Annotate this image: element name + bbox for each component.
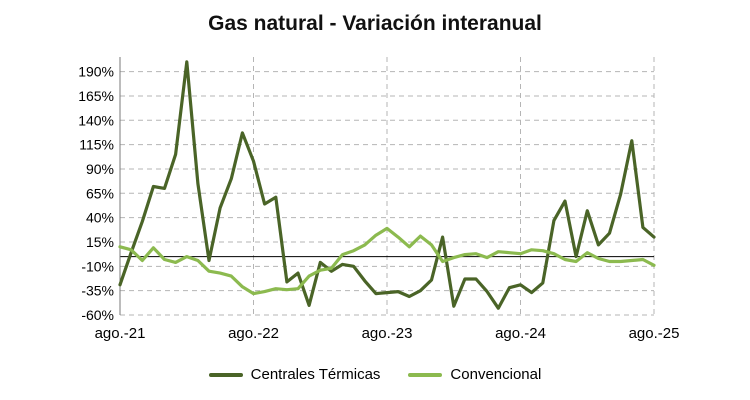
legend-swatch-convencional: [408, 372, 443, 377]
legend-swatch-centrales: [208, 372, 243, 377]
y-tick-label: -60%: [81, 307, 114, 323]
series-line-convencional: [118, 226, 656, 296]
y-tick-label: 165%: [78, 88, 114, 104]
y-tick-label: 40%: [86, 210, 114, 226]
legend: Centrales Térmicas Convencional: [0, 366, 750, 383]
tick-labels: 190% 165% 140% 115% 90% 65% 40% 15% -10% -35% -60%…: [78, 64, 679, 342]
series-lines: [118, 60, 656, 310]
y-tick-label: 90%: [86, 161, 114, 177]
legend-label-centrales: Centrales Térmicas: [250, 366, 381, 383]
legend-item-convencional[interactable]: Convencional: [408, 366, 541, 383]
x-tick-label: ago.-22: [228, 325, 279, 342]
y-tick-label: 15%: [86, 234, 114, 250]
x-tick-label: ago.-24: [495, 325, 546, 342]
legend-item-centrales[interactable]: Centrales Térmicas: [208, 366, 381, 383]
series-line-centrales: [118, 60, 656, 310]
gridlines: [119, 57, 655, 316]
y-tick-label: -35%: [81, 283, 114, 299]
y-tick-label: 115%: [79, 137, 114, 153]
y-tick-label: 190%: [78, 64, 114, 80]
y-tick-label: -10%: [81, 258, 114, 274]
legend-label-convencional: Convencional: [450, 366, 542, 383]
chart-title: Gas natural - Variación interanual: [208, 12, 542, 35]
y-tick-label: 65%: [86, 185, 114, 201]
x-tick-label: ago.-25: [629, 325, 680, 342]
x-tick-label: ago.-21: [95, 325, 146, 342]
x-tick-label: ago.-23: [362, 325, 413, 342]
y-tick-label: 140%: [78, 112, 114, 128]
